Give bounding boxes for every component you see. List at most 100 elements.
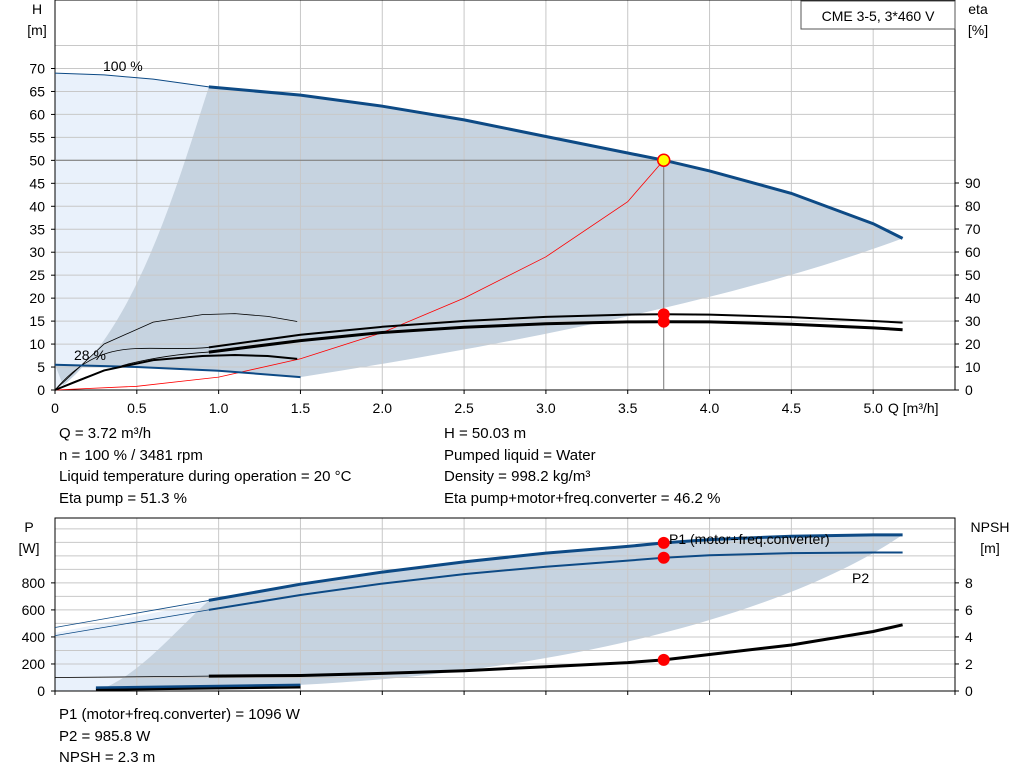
y-tick-label: 10 — [29, 336, 45, 352]
info-liquid-temperature: Liquid temperature during operation = 20… — [59, 468, 352, 485]
p-tick-label: 400 — [22, 629, 46, 645]
p-axis-label: P — [24, 519, 33, 535]
info-head: H = 50.03 m — [444, 425, 527, 442]
eta-tick-label: 20 — [965, 336, 981, 352]
p1-point — [657, 536, 670, 549]
y-tick-label: 35 — [29, 221, 45, 237]
head-efficiency-chart: 0 5 10 15 20 25 30 35 40 45 50 55 60 65 70 0 10 20 30 40 50 6… — [27, 0, 988, 416]
power-low-flow-area — [55, 601, 209, 691]
y-tick-label: 40 — [29, 198, 45, 214]
head-curve-100 — [208, 85, 904, 240]
y-tick-label: 50 — [29, 152, 45, 168]
p2-extension — [54, 609, 209, 636]
x-tick-label: 3.5 — [618, 400, 638, 416]
x-axis-label: Q [m³/h] — [888, 400, 939, 416]
npsh-tick-label: 2 — [965, 656, 973, 672]
y-tick-label: 5 — [37, 359, 45, 375]
info-speed: n = 100 % / 3481 rpm — [59, 446, 203, 464]
eta-tick-label: 80 — [965, 198, 981, 214]
series-label-p1: P1 (motor+freq.converter) — [669, 531, 830, 547]
y-tick-label: 15 — [29, 313, 45, 329]
y-tick-label: 60 — [29, 106, 45, 122]
npsh-tick-label: 0 — [965, 683, 973, 699]
p2-curve — [208, 551, 903, 611]
head-curve-extension — [54, 72, 209, 88]
eta-total-point — [657, 315, 670, 328]
eta-tick-label: 0 — [965, 382, 973, 398]
info-flow: Q = 3.72 m³/h — [59, 425, 152, 442]
x-tick-label: 4.0 — [700, 400, 720, 416]
info-top-right: H = 50.03 m Pumped liquid = Water Densit… — [444, 423, 720, 509]
plot-frame — [54, 0, 956, 391]
npsh-extension — [54, 675, 209, 678]
y-axis-unit: [m] — [27, 22, 46, 38]
npsh-curve — [208, 623, 903, 678]
eta-tick-label: 60 — [965, 244, 981, 260]
p-tick-label: 200 — [22, 656, 46, 672]
eta-axis-label: eta — [968, 1, 988, 17]
info-eta-pump: Eta pump = 51.3 % — [59, 489, 187, 507]
y-tick-label: 70 — [29, 61, 45, 77]
y-tick-label: 45 — [29, 175, 45, 191]
x-tick-label: 1.0 — [209, 400, 229, 416]
x-tick-label: 0.5 — [127, 400, 147, 416]
info-p2: P2 = 985.8 W — [59, 727, 151, 745]
low-flow-area — [55, 73, 209, 390]
head-curve-28 — [54, 363, 301, 379]
plot-frame — [54, 517, 956, 692]
eta-tick-label: 50 — [965, 267, 981, 283]
eta-tick-label: 40 — [965, 290, 981, 306]
chart-title: CME 3-5, 3*460 V — [822, 8, 935, 24]
npsh-tick-label: 6 — [965, 602, 973, 618]
npsh-axis-unit: [m] — [980, 540, 999, 556]
info-p1: P1 (motor+freq.converter) = 1096 W — [59, 706, 300, 723]
annotation-28: 28 % — [74, 347, 106, 363]
npsh-axis-label: NPSH — [971, 519, 1010, 535]
p-tick-label: 0 — [37, 683, 45, 699]
eta-curve-thin-2 — [54, 347, 209, 391]
series-label-p2: P2 — [852, 570, 869, 586]
y-tick-label: 30 — [29, 244, 45, 260]
eta-tick-label: 90 — [965, 175, 981, 191]
annotation-100: 100 % — [103, 58, 143, 74]
p-tick-label: 600 — [22, 602, 46, 618]
info-bottom: P1 (motor+freq.converter) = 1096 W P2 = … — [59, 704, 300, 769]
info-eta-total: Eta pump+motor+freq.converter = 46.2 % — [444, 489, 721, 507]
y-tick-label: 25 — [29, 267, 45, 283]
duty-point-marker — [656, 153, 671, 167]
x-tick-label: 1.5 — [291, 400, 311, 416]
p1-curve — [208, 533, 903, 602]
x-tick-label: 3.0 — [536, 400, 556, 416]
eta-axis-unit: [%] — [968, 22, 988, 38]
p2-point — [657, 551, 670, 564]
info-top-left: Q = 3.72 m³/h n = 100 % / 3481 rpm Liqui… — [59, 423, 351, 509]
power-curve-28-blue — [95, 683, 301, 689]
x-tick-label: 2.0 — [373, 400, 393, 416]
p-tick-label: 800 — [22, 575, 46, 591]
p1-extension — [54, 600, 209, 628]
npsh-point — [657, 653, 670, 666]
power-curve-28-black — [95, 685, 301, 691]
power-npsh-chart: 0 200 400 600 800 0 2 4 6 8 P [W] NPSH [m] P1 (motor+f… — [19, 517, 1010, 699]
eta-tick-label: 10 — [965, 359, 981, 375]
title-box — [800, 0, 956, 30]
eta-tick-label: 70 — [965, 221, 981, 237]
y-tick-label: 0 — [37, 382, 45, 398]
p-axis-unit: [W] — [19, 540, 40, 556]
eta-curve-thin-1 — [54, 313, 298, 391]
y-tick-label: 55 — [29, 129, 45, 145]
eta-pump-curve — [208, 313, 903, 349]
x-tick-label: 4.5 — [782, 400, 802, 416]
info-npsh: NPSH = 2.3 m — [59, 749, 156, 766]
power-operating-area — [95, 534, 903, 691]
x-tick-label: 5.0 — [863, 400, 883, 416]
x-tick-label: 2.5 — [454, 400, 474, 416]
y-tick-label: 20 — [29, 290, 45, 306]
y-axis-label: H — [32, 1, 42, 17]
y-tick-label: 65 — [29, 83, 45, 99]
operating-range-area — [55, 86, 903, 386]
info-pumped-liquid: Pumped liquid = Water — [444, 446, 596, 464]
eta-total-curve — [208, 320, 903, 354]
x-tick-label: 0 — [51, 400, 59, 416]
